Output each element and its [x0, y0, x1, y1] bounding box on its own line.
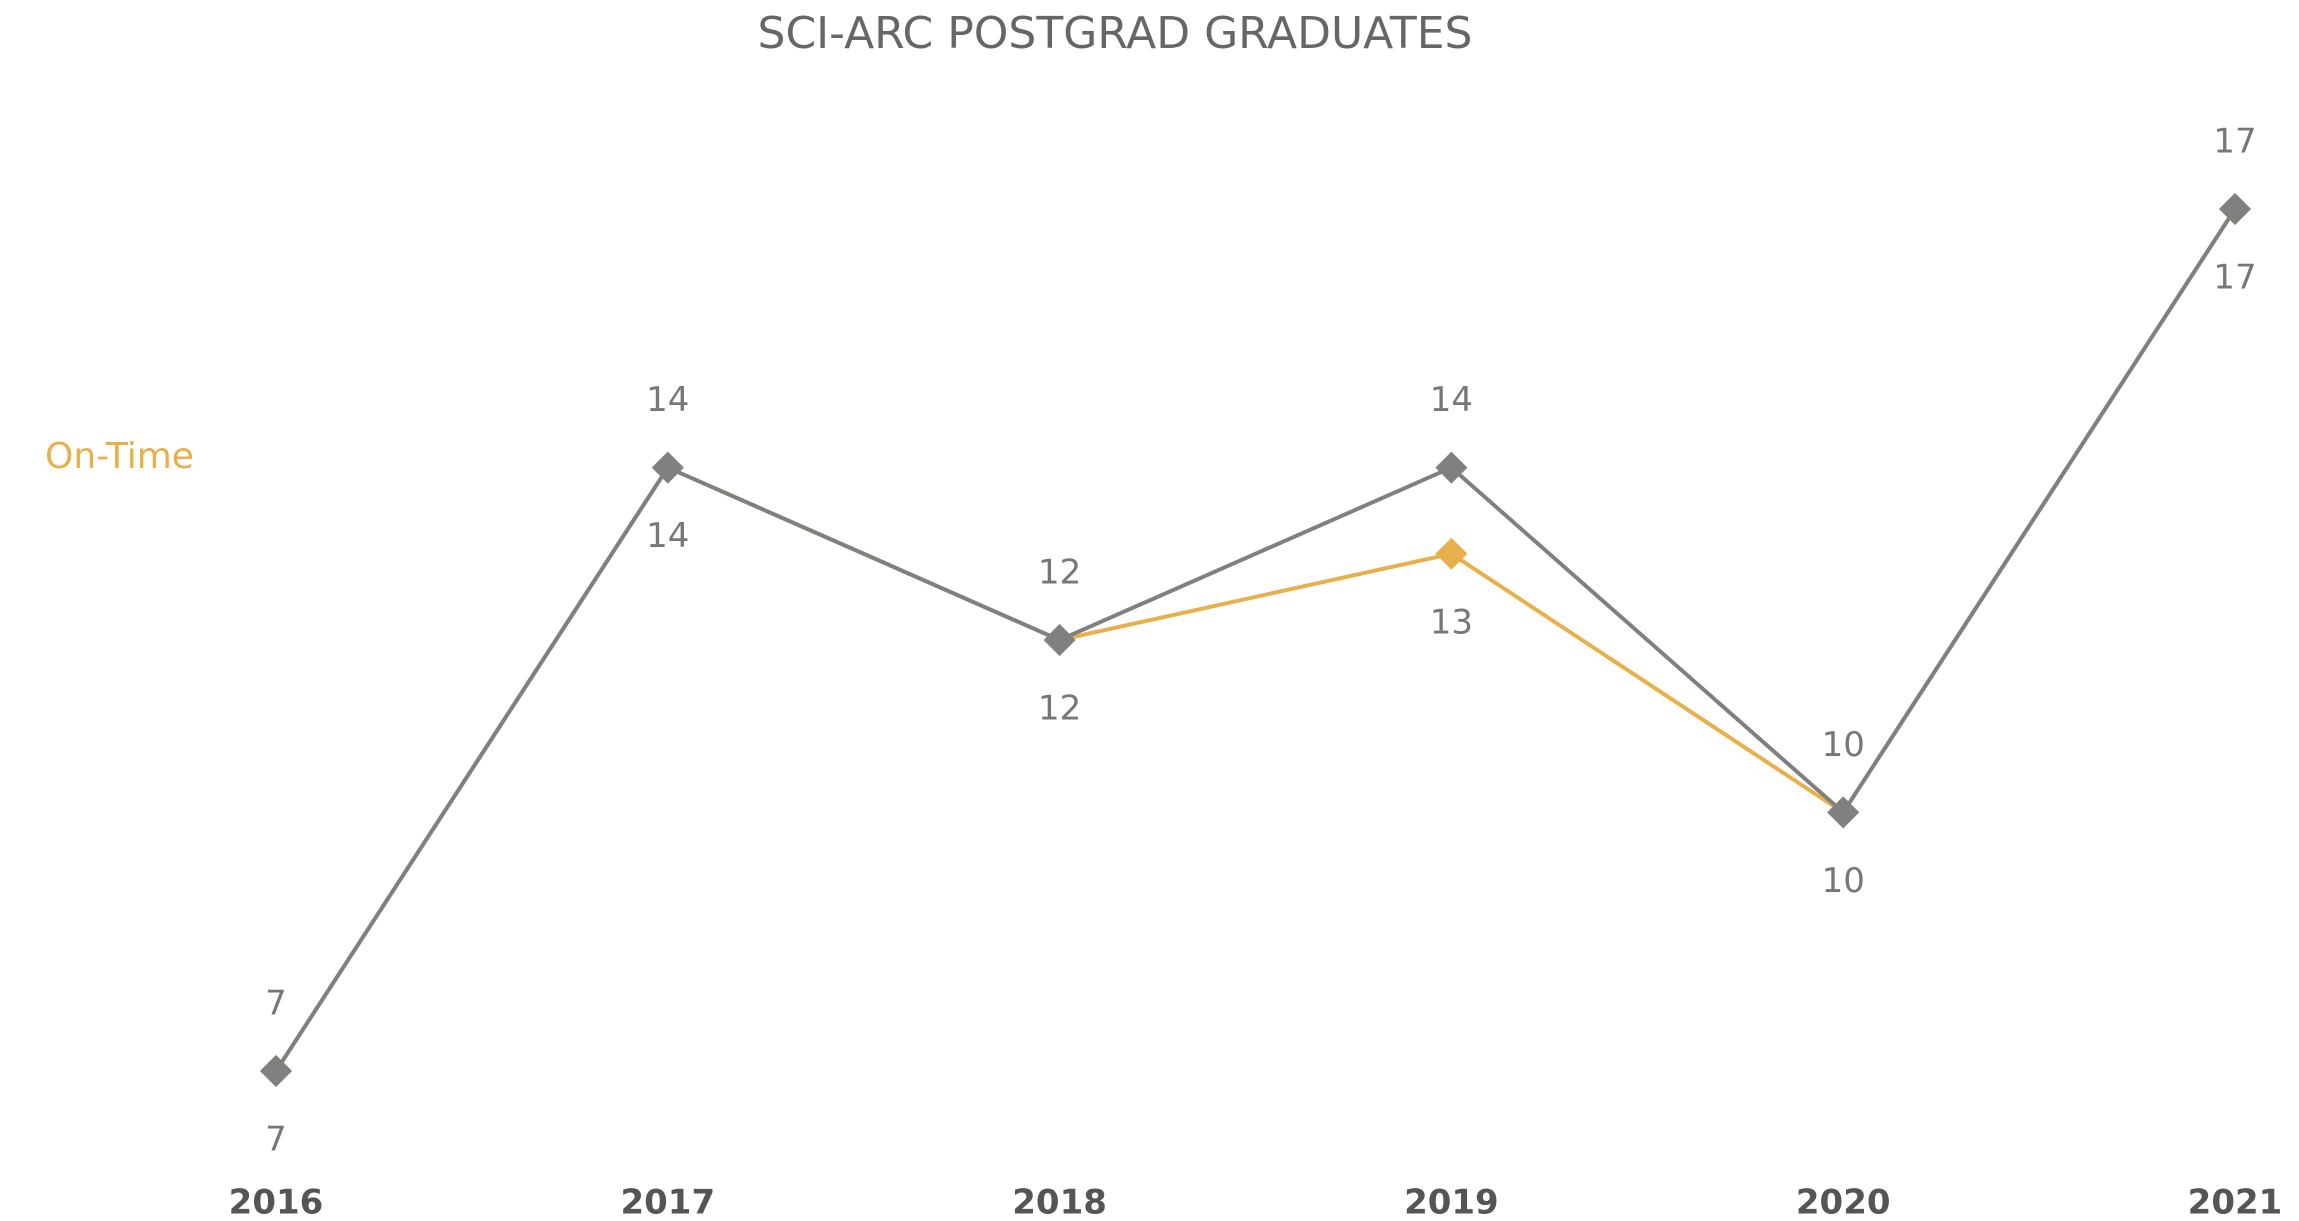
marker: [651, 451, 684, 484]
chart-title: SCI-ARC POSTGRAD GRADUATES: [758, 8, 1473, 59]
marker: [2219, 193, 2251, 225]
x-tick-label: 2019: [1404, 1183, 1499, 1221]
marker: [1435, 537, 1468, 570]
x-tick-label: 2021: [2188, 1183, 2283, 1221]
data-label: 10: [1822, 725, 1865, 765]
data-label: 14: [646, 516, 689, 556]
data-label: 14: [646, 380, 689, 420]
data-label: 13: [1430, 602, 1473, 642]
data-label: 12: [1038, 689, 1081, 729]
x-tick-label: 2018: [1012, 1183, 1107, 1221]
data-label: 17: [2213, 258, 2256, 298]
data-label: 7: [265, 984, 287, 1024]
x-tick-label: 2020: [1796, 1183, 1891, 1221]
series-line: [274, 207, 2237, 1073]
marker: [1043, 624, 1076, 656]
legend-label: On-Time: [45, 436, 194, 477]
series-line: [274, 207, 2237, 1073]
data-label: 10: [1822, 861, 1865, 901]
data-label: 17: [2213, 122, 2256, 162]
x-tick-label: 2017: [620, 1183, 715, 1221]
data-label: 14: [1430, 380, 1473, 420]
data-label: 7: [265, 1120, 287, 1160]
marker: [260, 1055, 292, 1087]
marker: [1435, 451, 1468, 484]
marker: [1827, 796, 1860, 829]
data-label: 12: [1038, 553, 1081, 593]
x-tick-label: 2016: [229, 1183, 324, 1221]
